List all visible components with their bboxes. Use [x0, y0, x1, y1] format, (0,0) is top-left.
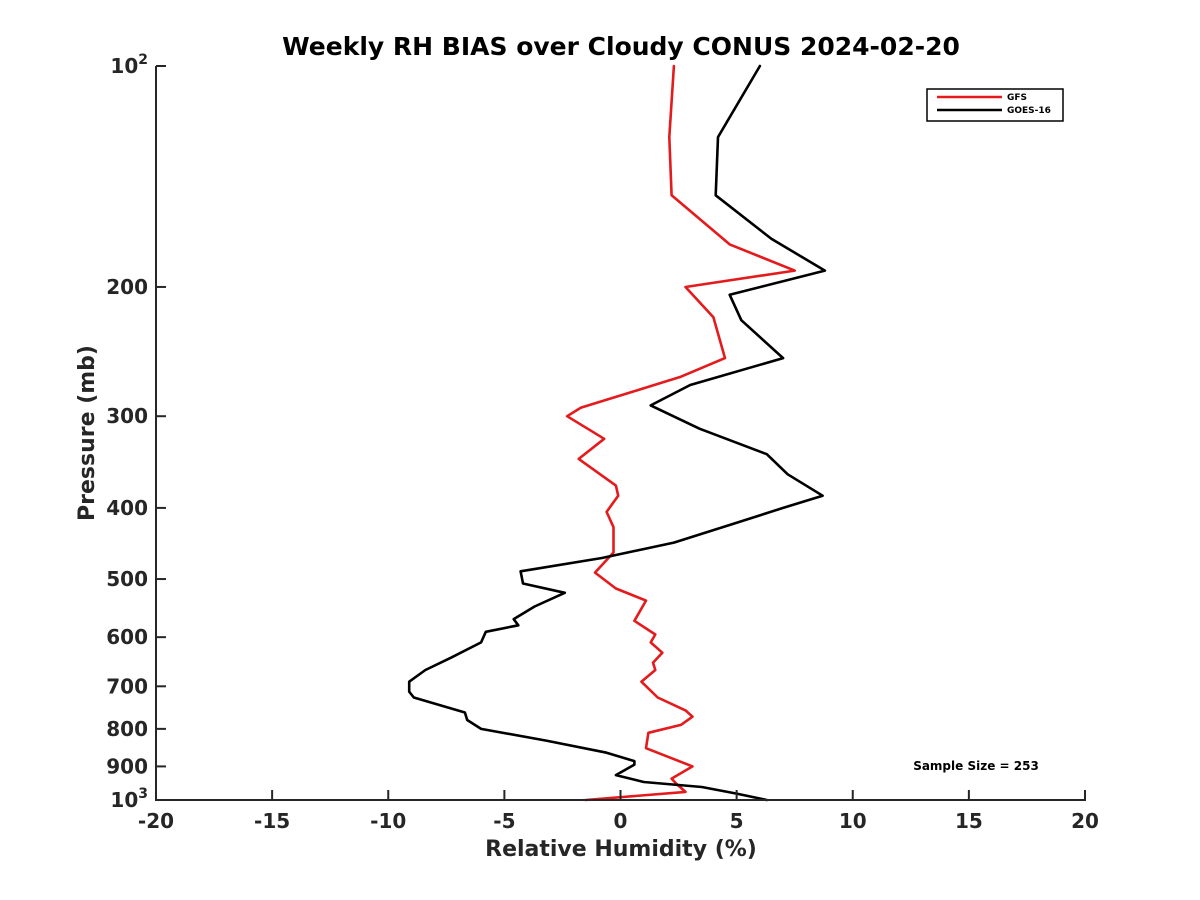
x-axis-label: Relative Humidity (%): [485, 837, 757, 862]
legend-label-gfs: GFS: [1007, 93, 1027, 103]
series-line-goes16: [407, 64, 827, 802]
series-line-gfs: [565, 64, 796, 802]
x-axis-ticks: -20 -15 -10 -5 0 5 10 15 20: [138, 790, 1099, 833]
x-tick-label: 15: [955, 809, 983, 833]
x-tick-label: -15: [254, 809, 290, 833]
x-tick-label: 0: [614, 809, 628, 833]
x-tick-label: 5: [730, 809, 744, 833]
y-tick-label: 700: [106, 674, 148, 698]
y-tick-label: 300: [106, 404, 148, 428]
x-tick-label: -20: [138, 809, 174, 833]
y-tick-label: 500: [106, 567, 148, 591]
y-tick-label: 200: [106, 275, 148, 299]
x-tick-label: 20: [1071, 809, 1099, 833]
sample-size-annotation: Sample Size = 253: [913, 759, 1039, 773]
axis-frame: [155, 66, 1086, 801]
legend-box: [926, 88, 1064, 122]
y-tick-label: 400: [106, 496, 148, 520]
chart-title: Weekly RH BIAS over Cloudy CONUS 2024-02…: [282, 32, 960, 61]
y-axis-label: Pressure (mb): [75, 345, 100, 521]
series-layer: [407, 64, 827, 802]
x-tick-label: 10: [839, 809, 867, 833]
y-tick-label: 900: [106, 754, 148, 778]
legend-label-goes16: GOES-16: [1007, 106, 1051, 116]
x-tick-label: -10: [370, 809, 406, 833]
y-tick-label: 800: [106, 717, 148, 741]
y-tick-label: 102: [110, 52, 148, 78]
x-tick-label: -5: [493, 809, 515, 833]
legend: GFS GOES-16: [926, 88, 1064, 122]
y-tick-label: 600: [106, 625, 148, 649]
